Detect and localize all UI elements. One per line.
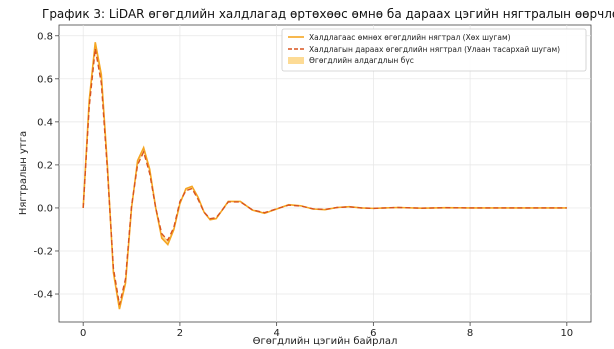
x-tick-label: 8 [467,328,473,339]
x-tick-label: 2 [177,328,183,339]
legend-label-band: Өгөгдлийн алдагдлын бүс [309,56,414,65]
chart-title: График 3: LiDAR өгөгдлийн халдлагад өртө… [42,7,614,21]
legend-box [281,28,587,72]
y-tick-label: 0.2 [37,160,53,171]
series-line-after [82,48,567,305]
y-tick-label: -0.4 [33,290,53,301]
x-tick-label: 4 [273,328,279,339]
y-axis-label: Нягтралын утга [18,131,29,215]
y-tick-label: 0.8 [37,31,53,42]
legend-label-before: Халдлагаас өмнөх өгөгдлийн нягтрал (Хөх … [309,33,511,42]
x-tick-label: 10 [560,328,573,339]
legend-label-after: Халдлагын дараах өгөгдлийн нягтрал (Улаа… [309,45,560,54]
x-axis-ticks: 0 2 4 6 8 10 [80,322,573,339]
y-tick-label: -0.2 [33,246,53,257]
x-tick-label: 0 [80,328,86,339]
legend-swatch-band [288,57,304,64]
y-tick-label: 0.6 [37,74,53,85]
y-tick-label: 0.0 [37,203,53,214]
x-tick-label: 6 [370,328,376,339]
y-tick-label: 0.4 [37,117,53,128]
y-axis-ticks: -0.4 -0.2 0.0 0.2 0.4 0.6 0.8 [33,31,59,301]
legend: Халдлагаас өмнөх өгөгдлийн нягтрал (Хөх … [281,28,587,72]
plot-area [58,24,592,323]
x-axis-label: Өгөгдлийн цэгийн байрлал [253,336,398,347]
